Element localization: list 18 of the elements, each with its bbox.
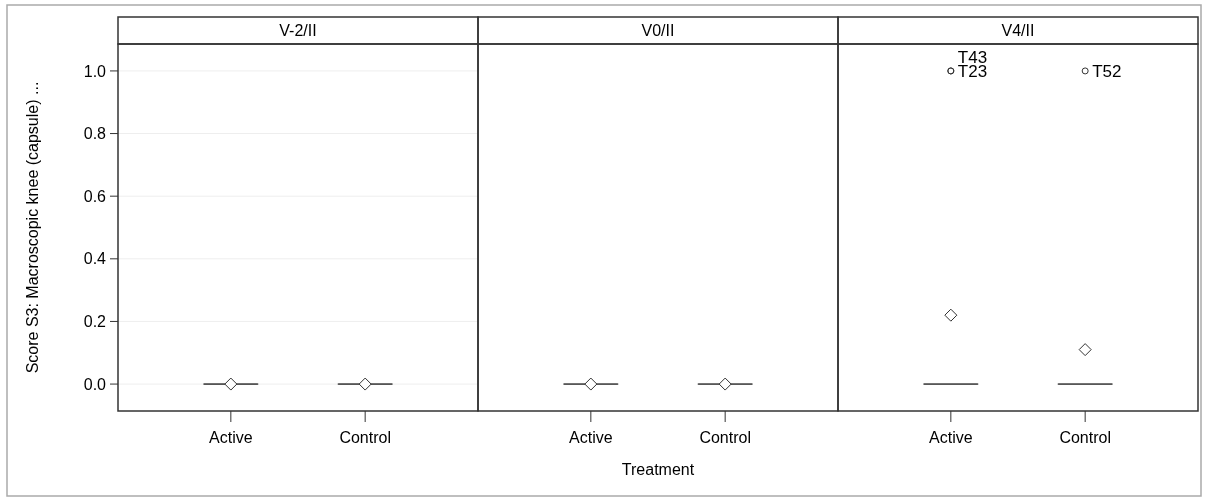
y-tick-label: 0.4	[83, 250, 107, 268]
x-tick-label: Control	[699, 429, 751, 446]
y-tick-label: 0.6	[83, 187, 107, 205]
chart-title: V0/II	[641, 22, 675, 40]
x-axis-title: Treatment	[621, 461, 695, 478]
x-tick-label: Control	[339, 429, 391, 446]
y-tick-label: 1.0	[83, 62, 107, 80]
x-tick-label: Control	[1059, 429, 1111, 446]
chart-title: V4/II	[1001, 22, 1035, 40]
annotation: T52	[1092, 61, 1122, 81]
x-tick-label: Active	[569, 429, 613, 446]
y-tick-label: 0.0	[83, 375, 107, 393]
y-axis-title: Score S3: Macroscopic knee (capsule) ...	[24, 81, 41, 374]
x-tick-label: Active	[929, 429, 973, 446]
x-tick-label: Active	[209, 429, 253, 446]
y-tick-label: 0.8	[83, 125, 107, 143]
chart-title: V-2/II	[279, 22, 317, 40]
y-tick-label: 0.2	[83, 313, 107, 331]
